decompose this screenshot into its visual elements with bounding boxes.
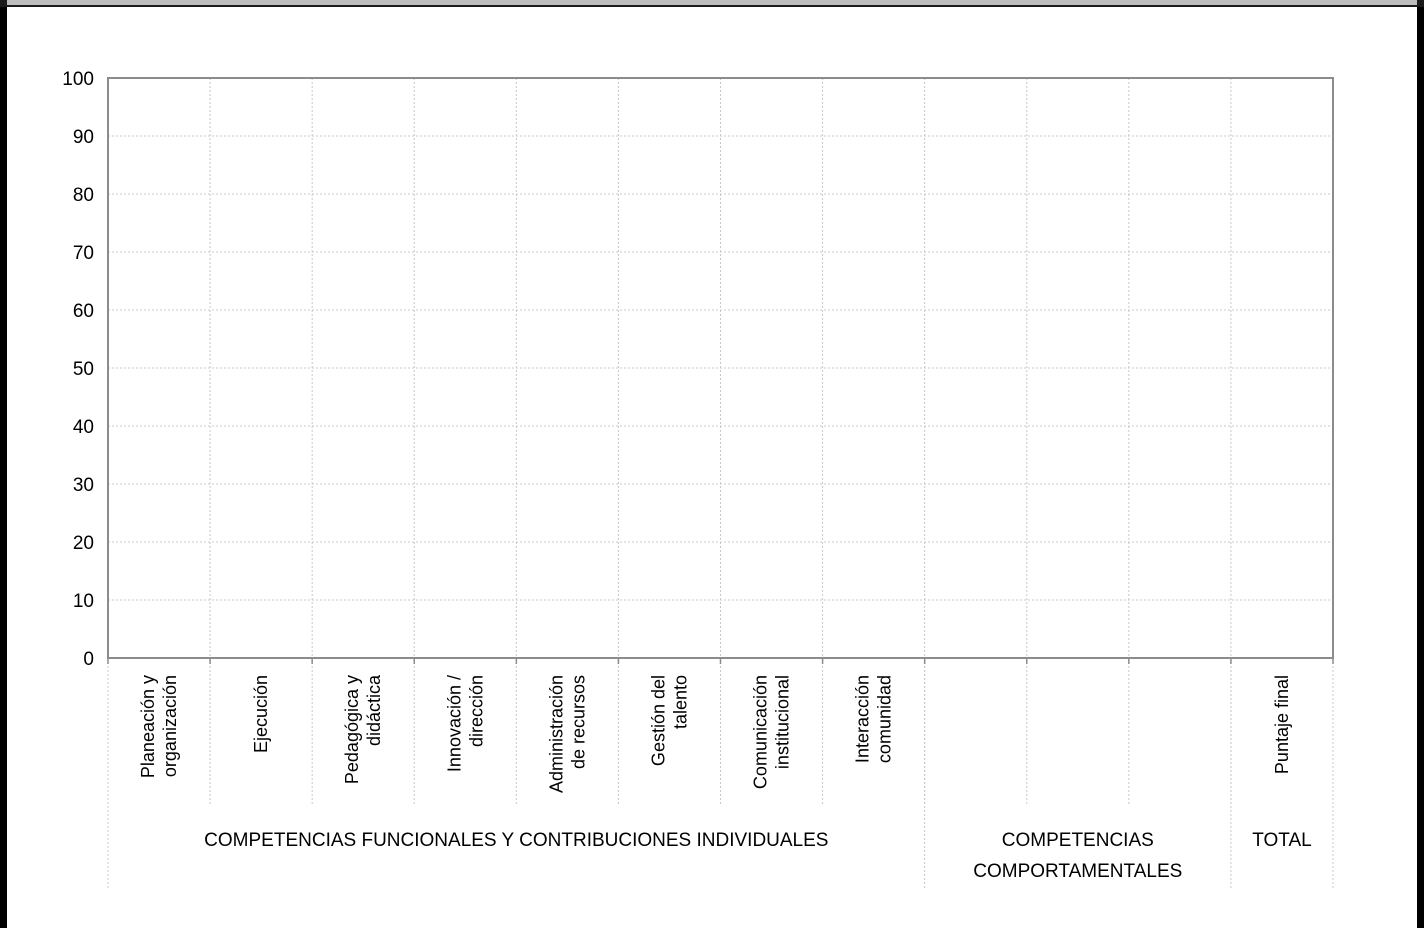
- x-category-label-2: Pedagógica y didáctica: [342, 674, 384, 784]
- x-category-label-1-line-0: Ejecución: [251, 675, 271, 753]
- x-category-label-7-line-1: comunidad: [875, 675, 895, 763]
- x-category-label-0-line-1: organización: [160, 675, 180, 777]
- x-category-label-5: Gestión del talento: [648, 675, 690, 766]
- x-category-label-11-line-0: Puntaje final: [1272, 675, 1292, 774]
- x-category-label-2-line-0: Pedagógica y: [342, 675, 362, 784]
- y-tick-label-80: 80: [73, 185, 94, 206]
- x-category-label-1: Ejecución: [251, 675, 271, 753]
- group-label-2-line-0: TOTAL: [1252, 830, 1311, 851]
- y-tick-label-40: 40: [73, 417, 94, 438]
- x-category-label-4: Administración de recursos: [546, 675, 588, 793]
- group-label-0-line-0: COMPETENCIAS FUNCIONALES Y CONTRIBUCIONE…: [204, 830, 828, 851]
- x-category-label-6-line-1: institucional: [773, 675, 793, 769]
- y-tick-label-10: 10: [73, 591, 94, 612]
- x-category-label-6-line-0: Comunicación: [751, 675, 771, 789]
- x-category-label-4-line-0: Administración: [546, 675, 566, 793]
- x-category-label-3-line-0: Innovación /: [444, 675, 464, 772]
- x-category-label-0-line-0: Planeación y: [138, 675, 158, 778]
- y-tick-label-30: 30: [73, 475, 94, 496]
- y-tick-label-0: 0: [83, 649, 94, 670]
- x-category-label-4-line-1: de recursos: [568, 675, 588, 769]
- x-category-label-3-line-1: dirección: [466, 675, 486, 747]
- group-label-2: TOTAL: [1252, 830, 1311, 851]
- x-category-label-7: Interacción comunidad: [853, 675, 895, 763]
- x-category-label-0: Planeación y organización: [138, 675, 180, 778]
- y-tick-label-60: 60: [73, 301, 94, 322]
- x-category-label-7-line-0: Interacción: [853, 675, 873, 763]
- x-category-label-2-line-1: didáctica: [364, 674, 384, 746]
- group-label-1-line-0: COMPETENCIAS: [1002, 830, 1154, 851]
- x-category-label-3: Innovación / dirección: [444, 675, 486, 772]
- window-top-bar-fill: [7, 0, 1417, 5]
- x-category-label-5-line-0: Gestión del: [648, 675, 668, 766]
- group-label-1: COMPETENCIAS COMPORTAMENTALES: [973, 830, 1182, 882]
- x-category-label-11: Puntaje final: [1272, 675, 1292, 774]
- window-top-bar: [0, 0, 1424, 7]
- y-tick-label-70: 70: [73, 243, 94, 264]
- group-label-1-line-1: COMPORTAMENTALES: [973, 861, 1182, 882]
- y-tick-label-100: 100: [62, 69, 94, 90]
- group-label-0: COMPETENCIAS FUNCIONALES Y CONTRIBUCIONE…: [204, 830, 828, 851]
- y-tick-label-90: 90: [73, 127, 94, 148]
- y-tick-label-20: 20: [73, 533, 94, 554]
- y-tick-label-50: 50: [73, 359, 94, 380]
- x-category-label-6: Comunicación institucional: [751, 675, 793, 789]
- x-category-label-5-line-1: talento: [670, 675, 690, 729]
